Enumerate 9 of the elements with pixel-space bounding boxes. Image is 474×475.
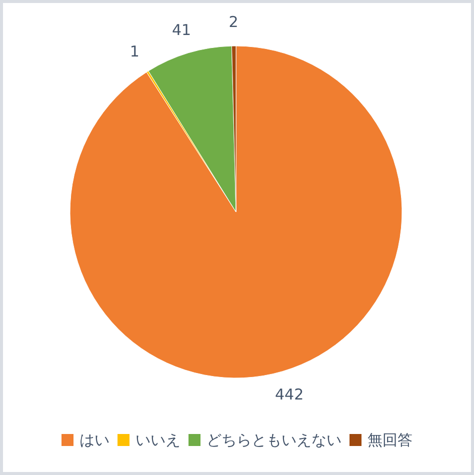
legend-label: どちらともいえない	[206, 431, 342, 449]
data-label: 41	[172, 20, 192, 39]
data-label: 1	[130, 42, 140, 60]
data-label: 2	[228, 13, 238, 32]
legend-label: いいえ	[136, 431, 180, 449]
legend-label: 無回答	[368, 431, 412, 449]
legend-label: はい	[80, 431, 110, 449]
pie-slice	[70, 46, 402, 378]
data-label: 442	[274, 385, 304, 404]
